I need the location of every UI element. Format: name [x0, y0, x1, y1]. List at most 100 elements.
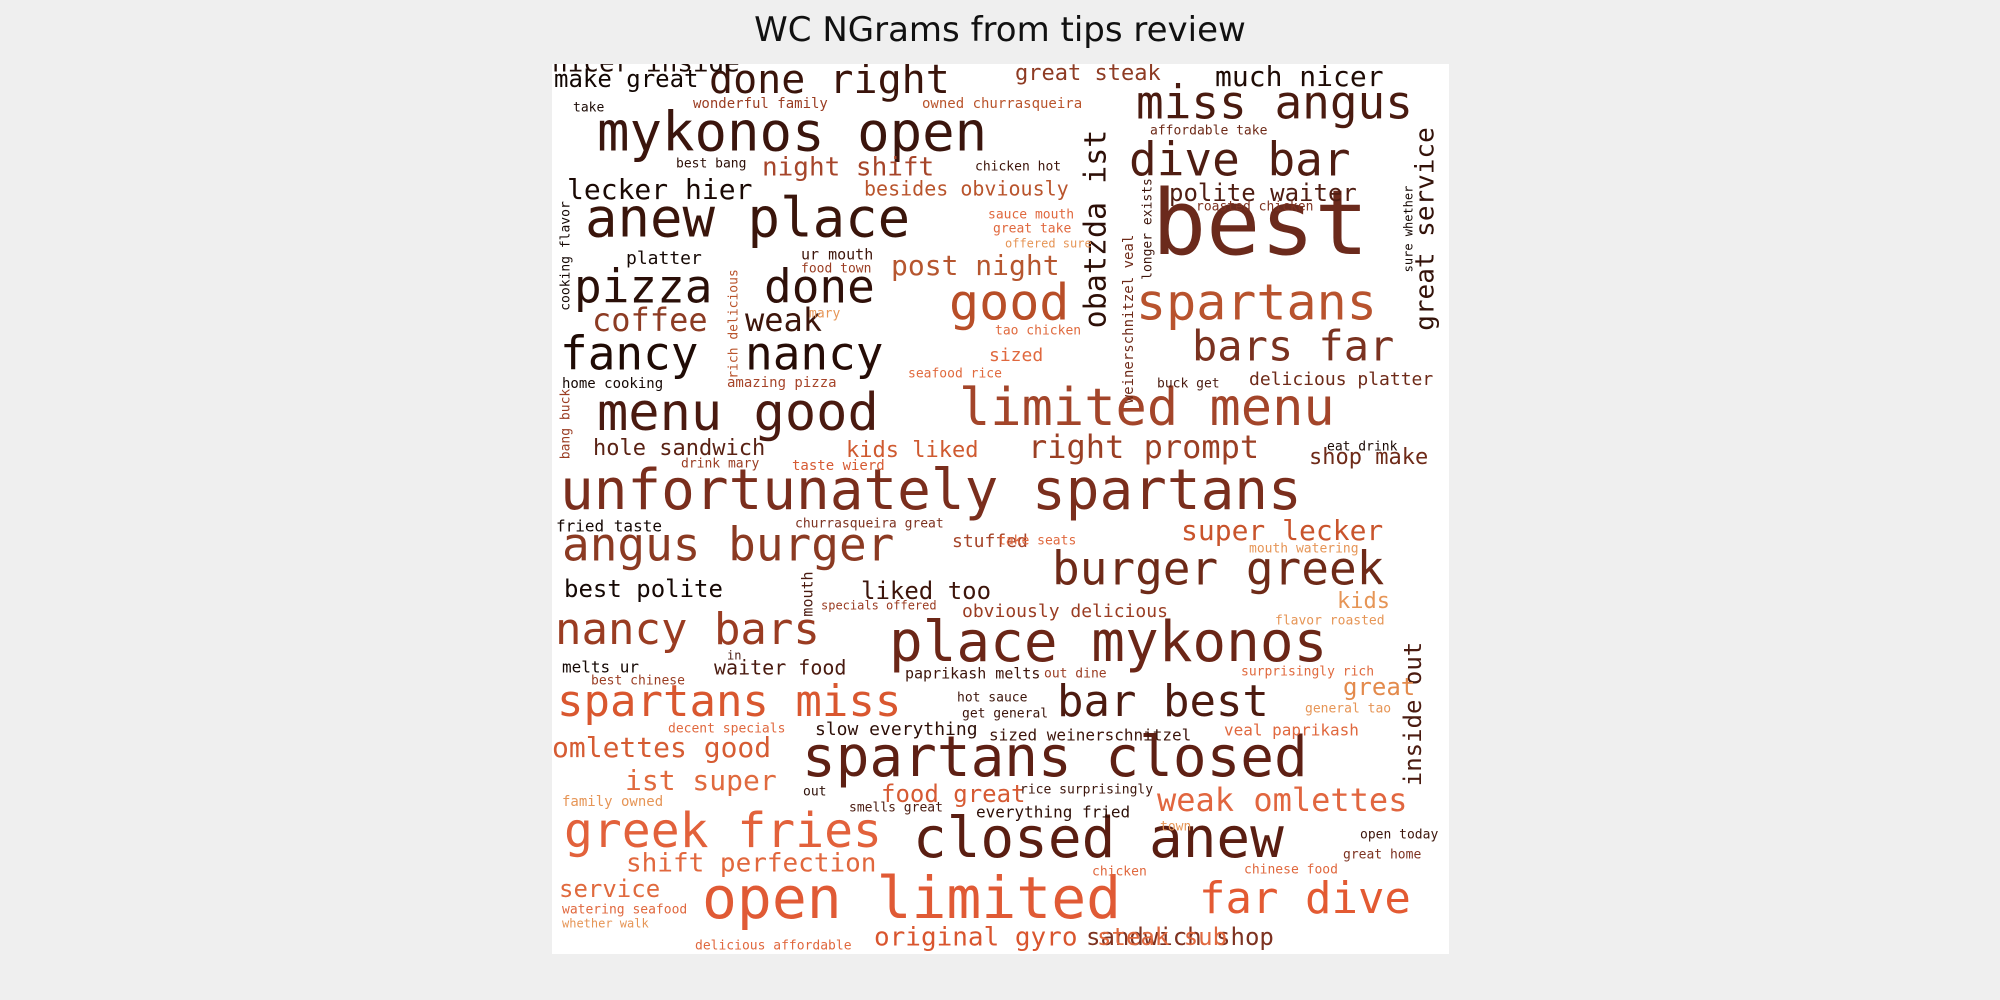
cloud-word-best: best	[1152, 171, 1369, 276]
cloud-word-out-dine: out dine	[1044, 667, 1107, 682]
cloud-word-anew-place: anew place	[585, 187, 910, 250]
cloud-word-nicer-inside: nicer inside	[552, 64, 740, 79]
cloud-word-rich-delicious: rich delicious	[727, 269, 742, 379]
cloud-word-ist-super: ist super	[625, 764, 777, 797]
cloud-word-lecker-hier: lecker hier	[567, 173, 752, 206]
cloud-word-spartans-miss: spartans miss	[557, 676, 901, 727]
cloud-word-closed-anew: closed anew	[913, 806, 1284, 871]
cloud-word-fancy: fancy	[560, 327, 698, 381]
cloud-word-bars-far: bars far	[1192, 322, 1394, 371]
cloud-word-kids: kids	[1337, 589, 1390, 614]
cloud-word-tao-chicken: tao chicken	[995, 324, 1081, 339]
cloud-word-sandwich-shop: sandwich shop	[1086, 923, 1274, 951]
cloud-word-miss-angus: miss angus	[1136, 76, 1413, 130]
cloud-word-everything-fried: everything fried	[976, 803, 1130, 822]
cloud-word-night-shift: night shift	[762, 153, 934, 183]
cloud-word-sauce-mouth: sauce mouth	[988, 208, 1074, 223]
cloud-word-burger-greek: burger greek	[1052, 542, 1384, 596]
cloud-word-right-prompt: right prompt	[1028, 428, 1259, 466]
cloud-word-take: take	[573, 101, 604, 116]
cloud-word-sure-whether: sure whether	[1402, 186, 1416, 273]
cloud-word-greek-fries: greek fries	[564, 803, 882, 859]
cloud-word-amazing-pizza: amazing pizza	[727, 375, 837, 391]
cloud-word-ur-mouth: ur mouth	[801, 246, 873, 264]
cloud-word-take-seats: take seats	[998, 534, 1076, 549]
cloud-word-specials-offered: specials offered	[821, 599, 937, 613]
cloud-word-obviously-delicious: obviously delicious	[962, 601, 1168, 622]
cloud-word-done-right: done right	[709, 64, 950, 103]
cloud-word-delicious-affordable: delicious affordable	[695, 939, 852, 954]
cloud-word-longer-exists: longer exists	[1141, 178, 1156, 280]
cloud-word-watering-seafood: watering seafood	[562, 903, 687, 918]
cloud-word-food-great: food great	[881, 780, 1026, 808]
cloud-word-limited-menu: limited menu	[959, 378, 1335, 438]
cloud-word-hot-sauce: hot sauce	[957, 691, 1028, 706]
cloud-word-mary: mary	[809, 307, 840, 322]
cloud-word-paprikash-melts: paprikash melts	[905, 665, 1040, 683]
cloud-word-eat-drink: eat drink	[1327, 440, 1398, 455]
cloud-word-spartans-closed: spartans closed	[802, 725, 1308, 790]
cloud-word-open-today: open today	[1360, 828, 1438, 843]
cloud-word-drink-mary: drink mary	[681, 457, 759, 472]
cloud-word-dive-bar: dive bar	[1129, 133, 1351, 187]
cloud-word-weak: weak	[745, 301, 822, 339]
cloud-word-chicken: chicken	[1092, 865, 1147, 880]
cloud-word-slow-everything: slow everything	[815, 719, 978, 740]
cloud-word-chinese-food: chinese food	[1244, 863, 1338, 878]
cloud-word-spartans: spartans	[1136, 274, 1377, 332]
cloud-word-shop-make: shop make	[1309, 445, 1428, 470]
cloud-word-liked-too: liked too	[861, 577, 991, 605]
cloud-word-smells-great: smells great	[849, 801, 943, 816]
cloud-word-steak-sub: steak sub	[1097, 923, 1227, 951]
cloud-word-rice-surprisingly: rice surprisingly	[1020, 783, 1153, 798]
cloud-word-place-mykonos: place mykonos	[889, 610, 1327, 675]
cloud-word-stuffed: stuffed	[952, 531, 1028, 552]
cloud-word-mouth-watering: mouth watering	[1249, 542, 1359, 557]
cloud-word-shift-perfection: shift perfection	[626, 849, 876, 879]
cloud-word-veal-paprikash: veal paprikash	[1224, 721, 1359, 740]
cloud-word-super-lecker: super lecker	[1181, 514, 1383, 547]
cloud-word-platter: platter	[626, 248, 702, 269]
cloud-word-unfortunately-spartans: unfortunately spartans	[560, 458, 1302, 523]
cloud-word-make-great: make great	[554, 65, 699, 93]
cloud-word-affordable-take: affordable take	[1150, 124, 1268, 139]
cloud-word-angus-burger: angus burger	[562, 518, 894, 572]
cloud-word-obatzda-ist: obatzda ist	[1079, 130, 1114, 329]
cloud-word-whether-walk: whether walk	[562, 917, 649, 931]
cloud-word-great-take: great take	[993, 222, 1071, 237]
cloud-word-out: out	[803, 785, 826, 800]
cloud-word-great-home: great home	[1343, 848, 1421, 863]
cloud-word-besides-obviously: besides obviously	[864, 177, 1069, 201]
cloud-word-seafood-rice: seafood rice	[908, 367, 1002, 382]
cloud-word-menu-good: menu good	[597, 383, 879, 443]
cloud-word-inside-out: inside out	[1399, 642, 1427, 787]
cloud-word-post-night: post night	[891, 249, 1060, 282]
chart-title: WC NGrams from tips review	[754, 10, 1246, 50]
cloud-word-mykonos-open: mykonos open	[597, 101, 987, 164]
cloud-word-surprisingly-rich: surprisingly rich	[1241, 665, 1374, 680]
cloud-word-family-owned: family owned	[562, 794, 663, 810]
cloud-word-flavor-roasted: flavor roasted	[1275, 614, 1385, 629]
cloud-word-great-service: great service	[1411, 127, 1441, 331]
cloud-word-churrasqueira-great: churrasqueira great	[795, 517, 944, 532]
cloud-word-offered-sure: offered sure	[1005, 237, 1092, 251]
cloud-word-open-limited: open limited	[702, 864, 1121, 932]
cloud-word-sized: sized	[989, 345, 1043, 366]
cloud-word-mouth: mouth	[799, 571, 817, 616]
cloud-word-good: good	[949, 274, 1069, 332]
cloud-word-home-cooking: home cooking	[562, 376, 663, 392]
cloud-word-buck-get: buck get	[1157, 377, 1220, 392]
cloud-word-town: town	[1160, 820, 1191, 835]
cloud-word-kids-liked: kids liked	[846, 438, 978, 463]
cloud-word-wonderful-family: wonderful family	[693, 96, 828, 112]
cloud-word-great-steak: great steak	[1015, 64, 1161, 86]
cloud-word-polite-waiter: polite waiter	[1169, 179, 1357, 207]
cloud-word-omlettes-good: omlettes good	[552, 731, 771, 764]
cloud-word-owned-churrasqueira: owned churrasqueira	[922, 96, 1082, 112]
cloud-word-waiter-food: waiter food	[714, 656, 846, 680]
word-cloud-panel: unfortunately spartans best place mykonos s…	[552, 64, 1449, 954]
cloud-word-in: in	[727, 649, 741, 663]
cloud-word-done: done	[764, 260, 875, 314]
cloud-word-sized-weinerschnitzel: sized weinerschnitzel	[989, 726, 1191, 745]
